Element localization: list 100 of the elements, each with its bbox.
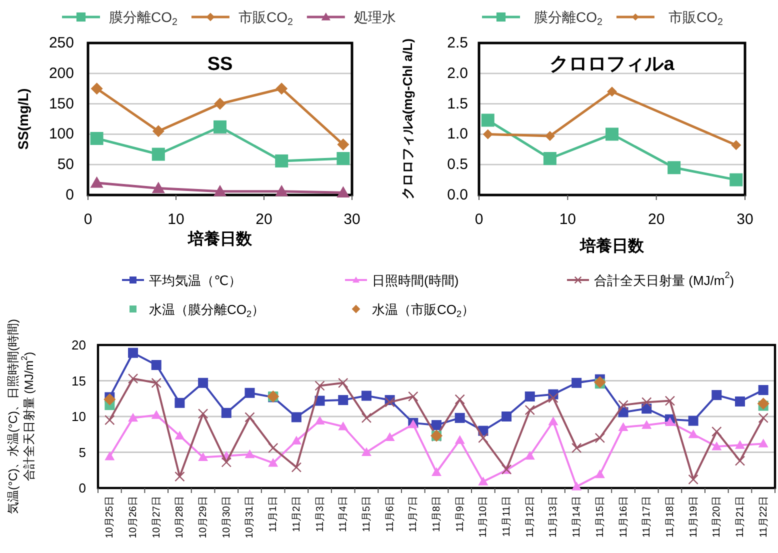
y-tick-label: 2.0 <box>447 64 468 82</box>
point <box>688 474 698 485</box>
x-tick-label: 10月27日 <box>150 496 162 538</box>
point <box>668 161 681 174</box>
point <box>432 467 442 476</box>
point <box>291 462 302 472</box>
point <box>408 391 418 402</box>
point <box>268 458 278 467</box>
point <box>275 184 288 196</box>
point <box>712 442 722 450</box>
x-tick-label: 10月25日 <box>104 496 116 538</box>
point <box>734 456 746 466</box>
point <box>338 422 348 430</box>
x-tick-label: 11月2日 <box>290 496 302 532</box>
legend-label: 膜分離CO$_{2}$ <box>109 9 178 28</box>
point <box>214 120 226 134</box>
legend-label: 水温（膜分離CO$_{2}$） <box>149 302 265 319</box>
y-tick-label: 0 <box>66 186 74 204</box>
y-tick-label: 250 <box>48 34 74 52</box>
point <box>758 438 768 448</box>
point <box>544 131 555 142</box>
y-tick-label: 100 <box>48 126 74 143</box>
x-tick-label: 30 <box>344 211 360 228</box>
point <box>361 447 372 456</box>
point <box>384 432 395 441</box>
legend-label: 水温（市販CO$_{2}$） <box>372 302 475 319</box>
legend-label: 平均気温（℃） <box>149 272 242 288</box>
point <box>361 390 372 401</box>
point <box>244 412 255 422</box>
point <box>90 176 104 188</box>
point <box>90 82 103 95</box>
y-tick-label: 0 <box>78 480 86 496</box>
point <box>268 442 278 454</box>
point <box>572 378 582 388</box>
point <box>338 378 348 388</box>
point <box>502 412 512 422</box>
point <box>543 152 556 166</box>
point <box>174 430 185 440</box>
point <box>198 378 208 388</box>
text: SS <box>207 54 233 75</box>
point <box>734 396 745 406</box>
point <box>104 414 115 426</box>
y-tick-label: 10 <box>72 409 86 424</box>
x-tick-label: 11月10日 <box>478 496 489 538</box>
point <box>478 476 488 486</box>
y-tick-label: 0.5 <box>447 156 468 174</box>
x-tick-label: 11月16日 <box>618 496 629 538</box>
x-tick-label: 10月26日 <box>128 496 139 538</box>
point <box>481 114 494 127</box>
point <box>336 186 350 198</box>
x-tick-label: 11月22日 <box>758 496 769 538</box>
point <box>454 394 465 404</box>
point <box>198 408 208 419</box>
point <box>90 132 104 145</box>
point <box>336 152 350 166</box>
point <box>606 128 618 141</box>
legend-label: 処理水 <box>354 9 396 25</box>
point <box>731 140 742 150</box>
point <box>524 391 535 402</box>
x-tick-label: 10月31日 <box>244 496 256 538</box>
point <box>618 400 628 410</box>
y-tick-label: 5 <box>78 444 86 460</box>
point <box>244 449 255 458</box>
x-tick-label: 11月20日 <box>711 496 722 538</box>
point <box>151 360 162 370</box>
point <box>361 412 372 424</box>
point <box>151 410 162 419</box>
x-axis-title: 培養日数 <box>187 230 253 248</box>
y-tick-label: 1.0 <box>447 126 468 143</box>
point <box>594 469 605 478</box>
y-axis-title: クロロフィルa(mg-Chl a/L) <box>400 38 414 200</box>
x-tick-label: 10月29日 <box>198 496 209 538</box>
point <box>152 148 165 161</box>
x-axis-title: 培養日数 <box>579 237 645 255</box>
y-tick-label: 1.5 <box>447 95 468 112</box>
point <box>454 435 465 444</box>
legend-label: 市販CO$_{2}$ <box>668 9 723 28</box>
legend-label: 日照時間(時間) <box>372 272 459 288</box>
point <box>594 376 606 388</box>
point <box>214 184 226 196</box>
point <box>104 452 115 460</box>
x-tick-label: 11月14日 <box>571 496 582 538</box>
point <box>276 82 288 95</box>
point <box>758 412 768 424</box>
point <box>128 412 138 422</box>
point <box>174 471 185 482</box>
point <box>152 125 164 138</box>
point <box>730 173 743 186</box>
x-tick-label: 11月13日 <box>548 496 559 538</box>
point <box>524 404 535 416</box>
x-tick-label: 11月12日 <box>524 496 536 538</box>
point <box>221 408 232 418</box>
y-tick-label: 200 <box>48 64 74 82</box>
point <box>572 482 582 490</box>
point <box>291 436 302 445</box>
x-tick-label: 20 <box>648 211 665 228</box>
legend-label: 膜分離CO$_{2}$ <box>534 9 602 28</box>
x-tick-label: 11月4日 <box>338 496 349 532</box>
x-tick-label: 11月15日 <box>594 496 606 538</box>
point <box>314 416 325 425</box>
